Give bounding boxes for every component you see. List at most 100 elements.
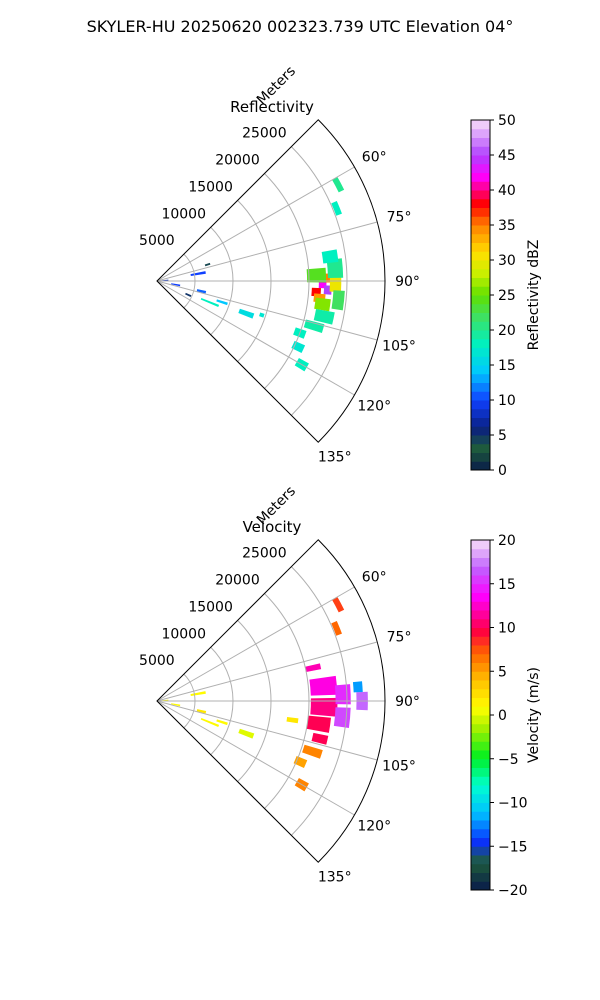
echo-cell-21: [196, 289, 207, 294]
radial-tick-label-10000: 10000: [161, 626, 206, 642]
colorbar-segment: [471, 435, 490, 445]
echo-cell-21: [238, 728, 255, 739]
theta-tick-label-120: 120°: [357, 818, 391, 834]
azimuth-gridline-75: [156, 641, 378, 702]
colorbar-segment: [471, 260, 490, 270]
colorbar-segment: [471, 225, 490, 235]
theta-tick-label-105: 105°: [382, 758, 416, 774]
colorbar-segment: [471, 653, 490, 663]
colorbar-segment: [471, 776, 490, 786]
colorbar-label: Velocity (m/s): [526, 667, 542, 763]
colorbar-segment: [471, 557, 490, 567]
velocity-panel: Velocity 500010000150002000025000Meters6…: [139, 483, 542, 899]
colorbar-segment: [471, 391, 490, 401]
echo-cell-11: [321, 249, 339, 264]
colorbar-segment: [471, 636, 490, 646]
colorbar-segment: [471, 365, 490, 375]
colorbar-segment: [471, 251, 490, 261]
radial-tick-label-15000: 15000: [188, 179, 233, 195]
colorbar-tick-label-7: 35: [498, 218, 516, 234]
azimuth-gridline-75: [156, 221, 378, 282]
colorbar-segment: [471, 163, 490, 173]
colorbar-segment: [471, 820, 490, 830]
colorbar-segment: [471, 242, 490, 252]
colorbar-tick-label-1: 5: [498, 428, 507, 444]
azimuth-gridline-60: [156, 166, 355, 282]
colorbar-segment: [471, 750, 490, 760]
echo-cell-18: [171, 703, 181, 707]
velocity-plot: 500010000150002000025000Meters60°75°90°1…: [139, 483, 420, 886]
colorbar-segment: [471, 662, 490, 672]
colorbar-segment: [471, 802, 490, 812]
colorbar-segment: [471, 732, 490, 742]
echo-cell-9: [326, 258, 344, 279]
echo-cell-14: [303, 319, 325, 333]
colorbar-tick-label-9: 45: [498, 148, 516, 164]
colorbar-tick-label-4: 0: [498, 708, 507, 724]
colorbar-segment: [471, 233, 490, 243]
radial-tick-label-20000: 20000: [215, 573, 260, 589]
radial-tick-label-25000: 25000: [242, 546, 287, 562]
colorbar-segment: [471, 881, 490, 891]
colorbar-segment: [471, 181, 490, 191]
colorbar-segment: [471, 618, 490, 628]
colorbar-segment: [471, 723, 490, 733]
colorbar-segment: [471, 312, 490, 322]
colorbar-segment: [471, 277, 490, 287]
colorbar-segment: [471, 172, 490, 182]
echo-cell-25: [204, 262, 211, 267]
colorbar-segment: [471, 592, 490, 602]
colorbar-segment: [471, 566, 490, 576]
radial-tick-label-10000: 10000: [161, 206, 206, 222]
colorbar-tick-label-5: 5: [498, 664, 507, 680]
colorbar-segment: [471, 128, 490, 138]
theta-tick-label-60: 60°: [362, 570, 387, 586]
colorbar-tick-label-2: 10: [498, 393, 516, 409]
reflectivity-panel: Reflectivity 500010000150002000025000Met…: [139, 63, 542, 479]
colorbar-segment: [471, 146, 490, 156]
colorbar-segment: [471, 382, 490, 392]
colorbar-segment: [471, 575, 490, 585]
colorbar-tick-label-10: 50: [498, 113, 516, 129]
theta-tick-label-60: 60°: [362, 150, 387, 166]
echo-cell-13: [331, 200, 342, 216]
colorbar-segment: [471, 338, 490, 348]
colorbar-segment: [471, 286, 490, 296]
echo-cell-11: [302, 744, 323, 759]
colorbar-tick-label-0: −20: [498, 883, 528, 899]
colorbar-segment: [471, 190, 490, 200]
colorbar-segment: [471, 785, 490, 795]
echo-cell-20: [200, 298, 220, 307]
colorbar-tick-label-7: 15: [498, 577, 516, 593]
colorbar-segment: [471, 330, 490, 340]
colorbar-segment: [471, 120, 490, 130]
echo-cell-8: [331, 290, 345, 311]
azimuth-gridline-105: [156, 700, 378, 761]
azimuth-gridline-60: [156, 586, 355, 702]
azimuth-gridline-105: [156, 280, 378, 341]
theta-tick-label-120: 120°: [357, 398, 391, 414]
colorbar-segment: [471, 303, 490, 313]
theta-tick-label-90: 90°: [395, 274, 420, 290]
polar-frame: [156, 119, 386, 443]
colorbar-segment: [471, 846, 490, 856]
colorbar-segment: [471, 610, 490, 620]
echo-cell-15: [216, 719, 228, 726]
colorbar-segment: [471, 680, 490, 690]
echo-cell-14: [286, 716, 299, 724]
colorbar-segment: [471, 452, 490, 462]
echo-cell-0: [309, 675, 338, 696]
azimuth-gridline-120: [156, 700, 355, 816]
colorbar-segment: [471, 645, 490, 655]
echo-cell-6: [314, 297, 331, 312]
theta-tick-label-75: 75°: [387, 210, 412, 226]
colorbar-segment: [471, 417, 490, 427]
colorbar-tick-label-6: 30: [498, 253, 516, 269]
theta-tick-label-135: 135°: [318, 870, 352, 886]
colorbar-segment: [471, 268, 490, 278]
azimuth-gridline-120: [156, 280, 355, 396]
colorbar-tick-label-3: 15: [498, 358, 516, 374]
colorbar-tick-label-5: 25: [498, 288, 516, 304]
colorbar-tick-label-2: −10: [498, 796, 528, 812]
colorbar-segment: [471, 426, 490, 436]
